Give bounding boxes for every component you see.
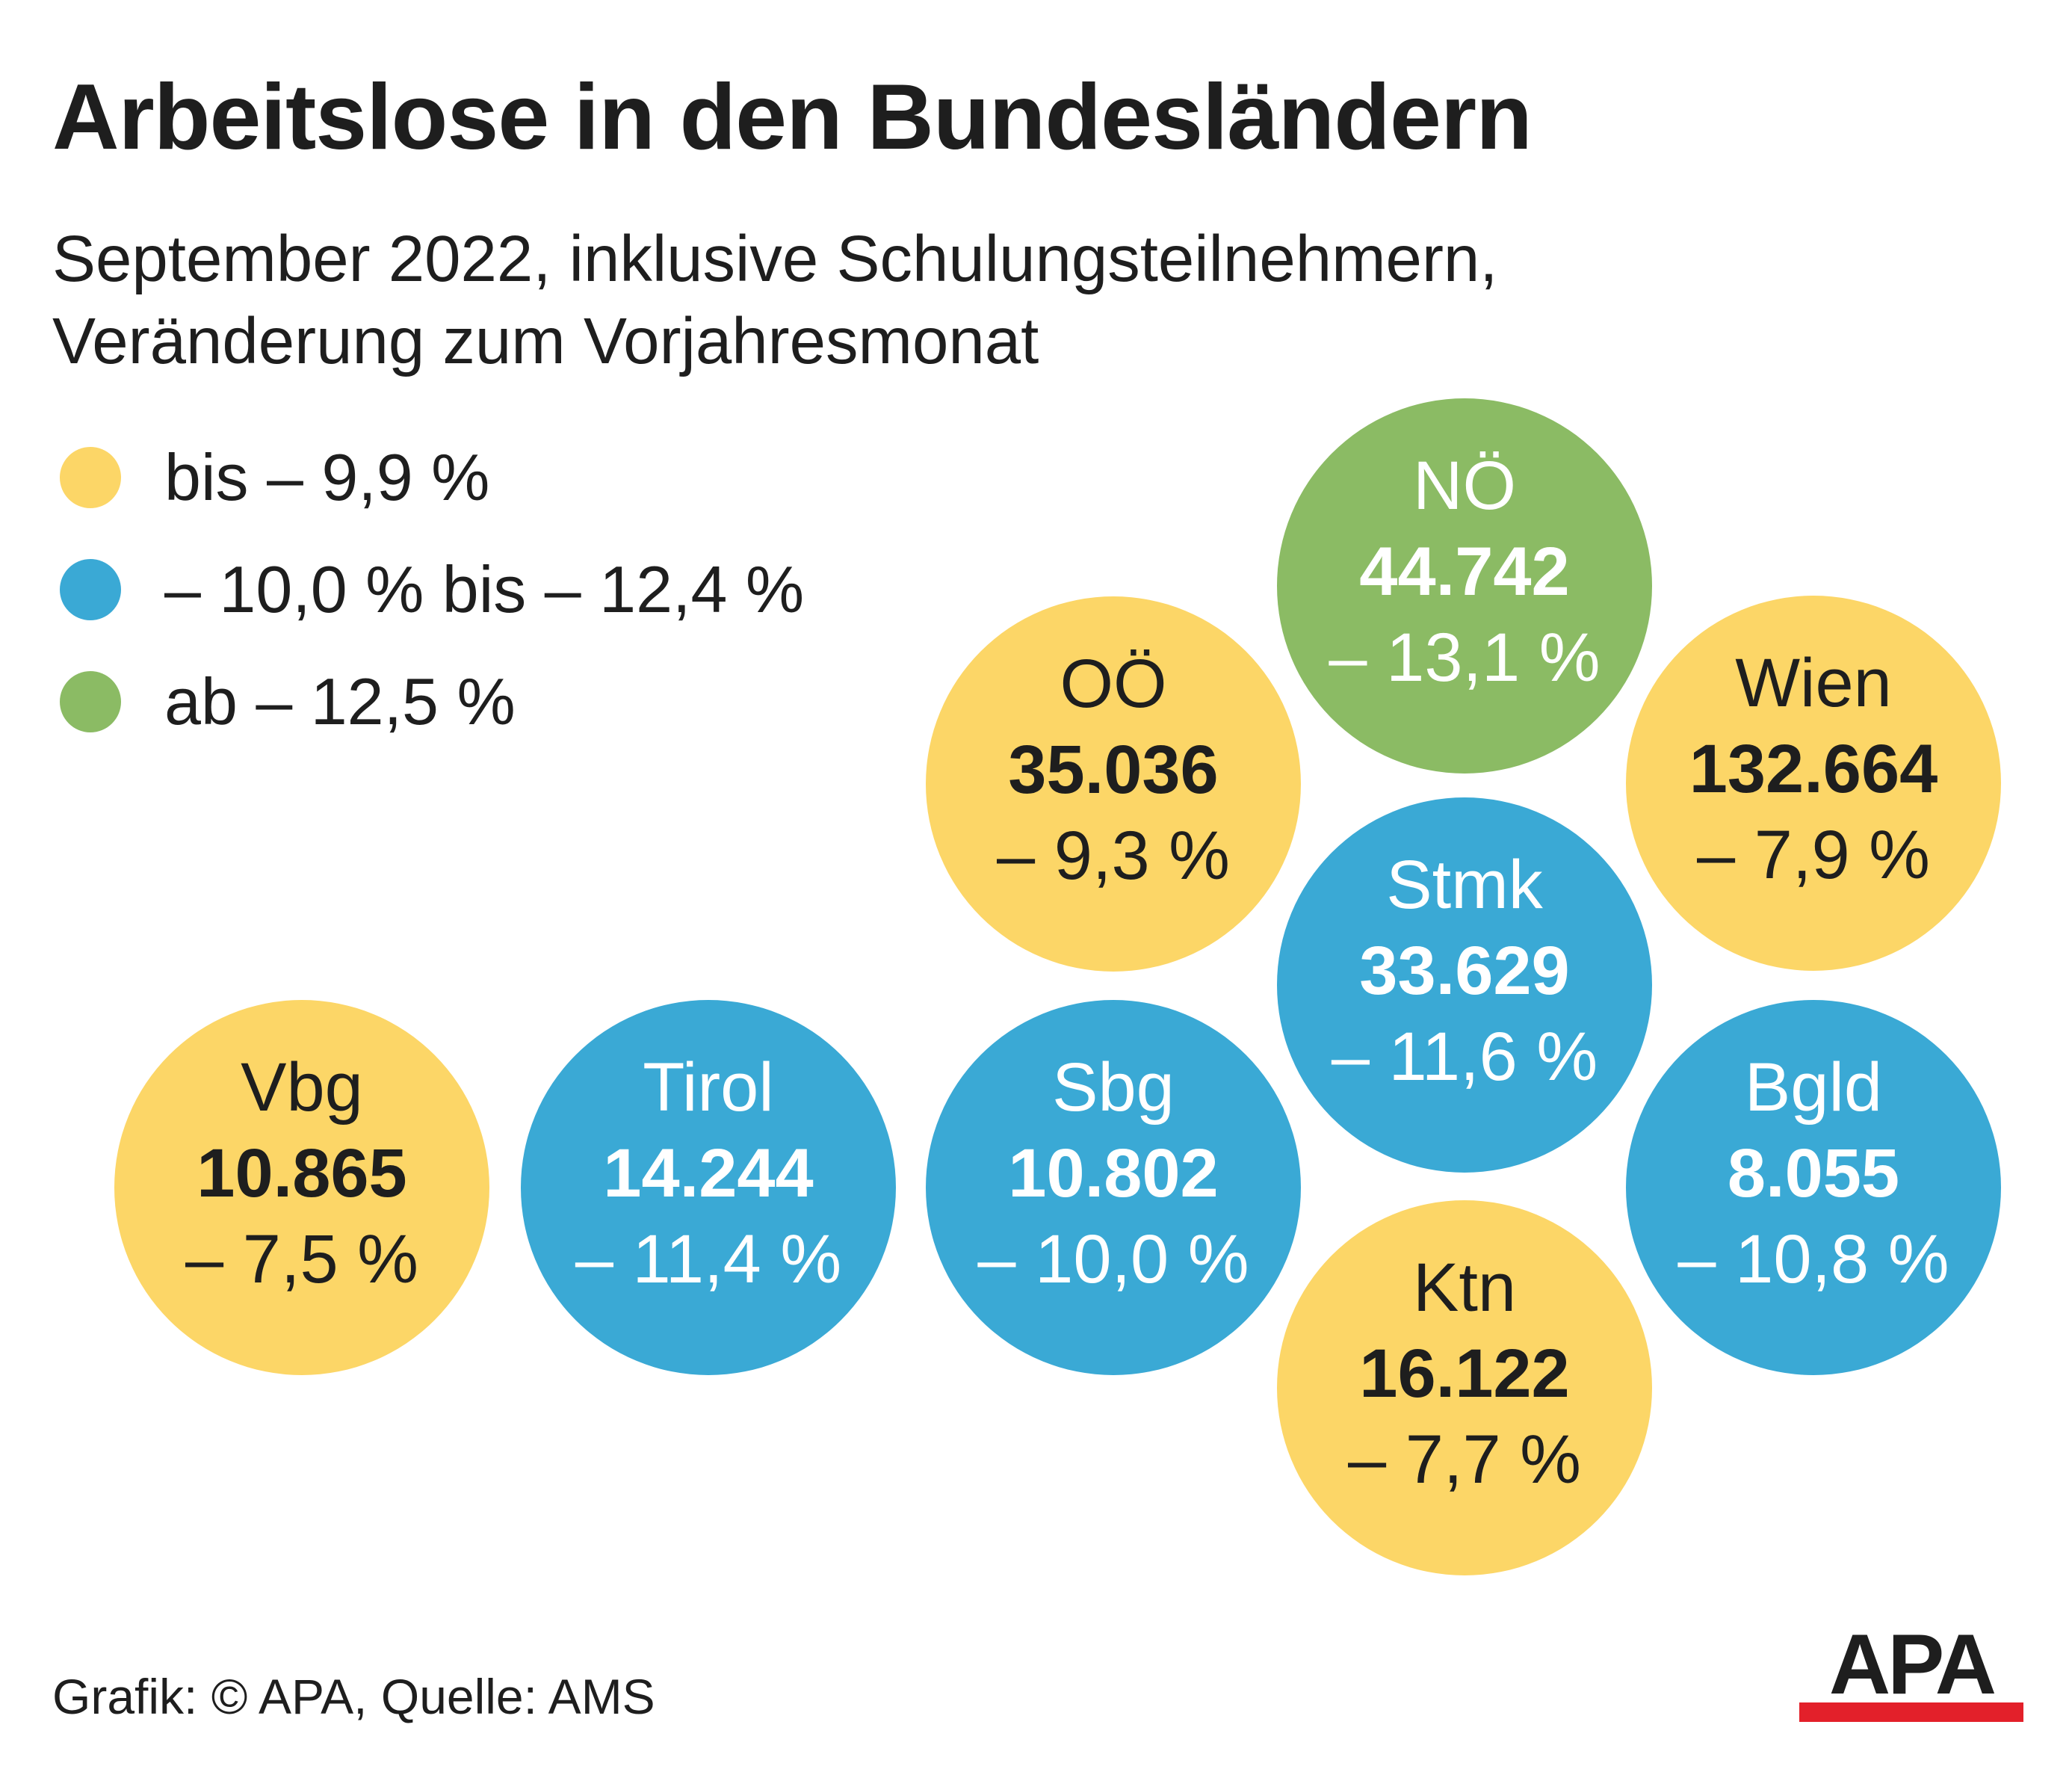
bubble-value: 10.802	[1008, 1135, 1219, 1211]
legend-dot-yellow	[60, 447, 121, 508]
bubble-value: 8.055	[1727, 1135, 1900, 1211]
apa-logo-text: APA	[1828, 1617, 1997, 1712]
chart-title: Arbeitslose in den Bundesländern	[52, 66, 1533, 169]
bubble-ooe: OÖ 35.036 – 9,3 %	[926, 596, 1301, 972]
chart-subtitle: September 2022, inklusive Schulungsteiln…	[52, 218, 1497, 383]
bubble-change: – 13,1 %	[1329, 620, 1601, 696]
bubble-change: – 7,7 %	[1348, 1421, 1581, 1498]
bubble-vbg: Vbg 10.865 – 7,5 %	[114, 1000, 489, 1375]
bubble-value: 44.742	[1359, 534, 1570, 610]
legend-label: bis – 9,9 %	[164, 440, 490, 514]
bubble-change: – 10,0 %	[977, 1221, 1249, 1297]
legend-label: – 10,0 % bis – 12,4 %	[164, 552, 805, 626]
bubble-stmk: Stmk 33.629 – 11,6 %	[1277, 797, 1652, 1173]
bubble-name: Bgld	[1744, 1049, 1883, 1126]
bubble-value: 132.664	[1689, 731, 1938, 807]
bubble-change: – 11,4 %	[575, 1221, 842, 1297]
legend-dot-green	[60, 671, 121, 732]
bubble-name: NÖ	[1413, 448, 1516, 524]
bubble-tirol: Tirol 14.244 – 11,4 %	[521, 1000, 896, 1375]
apa-logo: APA	[1799, 1617, 2023, 1722]
apa-logo-bar	[1799, 1702, 2023, 1722]
bubble-name: Sbg	[1052, 1049, 1175, 1126]
bubble-change: – 10,8 %	[1677, 1221, 1949, 1297]
bubble-name: Stmk	[1386, 847, 1543, 923]
bubble-change: – 9,3 %	[997, 818, 1230, 894]
bubble-sbg: Sbg 10.802 – 10,0 %	[926, 1000, 1301, 1375]
bubble-value: 33.629	[1359, 933, 1570, 1009]
bubble-name: Vbg	[241, 1049, 363, 1126]
bubble-change: – 7,9 %	[1697, 817, 1930, 893]
bubble-value: 10.865	[197, 1135, 407, 1211]
bubble-value: 14.244	[603, 1135, 814, 1211]
subtitle-line-1: September 2022, inklusive Schulungsteiln…	[52, 223, 1498, 295]
bubble-value: 35.036	[1008, 732, 1219, 808]
bubble-name: OÖ	[1060, 646, 1167, 722]
bubble-name: Wien	[1735, 645, 1892, 721]
bubble-name: Tirol	[643, 1049, 774, 1126]
bubble-ktn: Ktn 16.122 – 7,7 %	[1277, 1200, 1652, 1575]
legend-label: ab – 12,5 %	[164, 664, 516, 738]
bubble-value: 16.122	[1359, 1336, 1570, 1412]
bubble-change: – 11,6 %	[1331, 1019, 1598, 1095]
subtitle-line-2: Veränderung zum Vorjahresmonat	[52, 305, 1039, 377]
legend-dot-blue	[60, 559, 121, 620]
bubble-wien: Wien 132.664 – 7,9 %	[1626, 596, 2001, 971]
bubble-noe: NÖ 44.742 – 13,1 %	[1277, 398, 1652, 774]
bubble-bgld: Bgld 8.055 – 10,8 %	[1626, 1000, 2001, 1375]
source-footer: Grafik: © APA, Quelle: AMS	[52, 1669, 655, 1724]
bubble-change: – 7,5 %	[185, 1221, 418, 1297]
bubble-name: Ktn	[1412, 1250, 1517, 1326]
